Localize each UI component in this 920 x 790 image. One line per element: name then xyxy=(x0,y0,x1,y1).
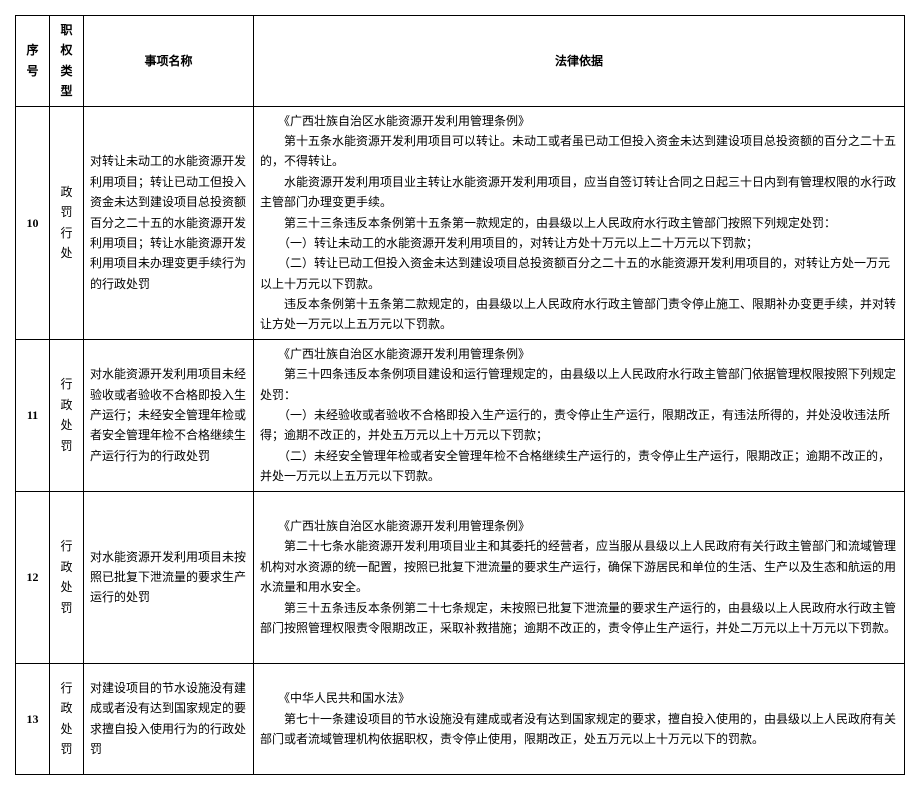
row-type: 行政处罚 xyxy=(50,491,84,663)
row-type: 行政处罚 xyxy=(50,663,84,774)
col-name-header: 事项名称 xyxy=(84,16,254,107)
table-row: 10政罚行处对转让未动工的水能资源开发利用项目；转让已动工但投入资金未达到建设项… xyxy=(16,106,905,339)
row-name: 对水能资源开发利用项目未按照已批复下泄流量的要求生产运行的处罚 xyxy=(84,491,254,663)
basis-line: （一）转让未动工的水能资源开发利用项目的，对转让方处十万元以上二十万元以下罚款； xyxy=(260,233,898,253)
row-type: 行政处罚 xyxy=(50,339,84,491)
row-type: 政罚行处 xyxy=(50,106,84,339)
basis-line: 第十五条水能资源开发利用项目可以转让。未动工或者虽已动工但投入资金未达到建设项目… xyxy=(260,131,898,172)
basis-line xyxy=(260,668,898,688)
table-row: 13行政处罚对建设项目的节水设施没有建成或者没有达到国家规定的要求擅自投入使用行… xyxy=(16,663,905,774)
basis-line xyxy=(260,749,898,769)
row-basis: 《中华人民共和国水法》 第七十一条建设项目的节水设施没有建成或者没有达到国家规定… xyxy=(254,663,905,774)
row-name: 对转让未动工的水能资源开发利用项目；转让已动工但投入资金未达到建设项目总投资额百… xyxy=(84,106,254,339)
table-row: 12行政处罚对水能资源开发利用项目未按照已批复下泄流量的要求生产运行的处罚 《广… xyxy=(16,491,905,663)
basis-line: 第七十一条建设项目的节水设施没有建成或者没有达到国家规定的要求，擅自投入使用的，… xyxy=(260,709,898,750)
row-basis: 《广西壮族自治区水能资源开发利用管理条例》 第十五条水能资源开发利用项目可以转让… xyxy=(254,106,905,339)
row-index: 11 xyxy=(16,339,50,491)
basis-line: 《广西壮族自治区水能资源开发利用管理条例》 xyxy=(260,344,898,364)
basis-line: 违反本条例第十五条第二款规定的，由县级以上人民政府水行政主管部门责令停止施工、限… xyxy=(260,294,898,335)
basis-line: 《中华人民共和国水法》 xyxy=(260,688,898,708)
basis-line: （一）未经验收或者验收不合格即投入生产运行的，责令停止生产运行，限期改正，有违法… xyxy=(260,405,898,446)
header-row: 序号 职权类型 事项名称 法律依据 xyxy=(16,16,905,107)
row-name: 对建设项目的节水设施没有建成或者没有达到国家规定的要求擅自投入使用行为的行政处罚 xyxy=(84,663,254,774)
basis-line: （二）未经安全管理年检或者安全管理年检不合格继续生产运行的，责令停止生产运行，限… xyxy=(260,446,898,487)
basis-line xyxy=(260,496,898,516)
row-index: 13 xyxy=(16,663,50,774)
basis-line: （二）转让已动工但投入资金未达到建设项目总投资额百分之二十五的水能资源开发利用项… xyxy=(260,253,898,294)
col-idx-header: 序号 xyxy=(16,16,50,107)
basis-line xyxy=(260,638,898,658)
col-basis-header: 法律依据 xyxy=(254,16,905,107)
basis-line: 水能资源开发利用项目业主转让水能资源开发利用项目，应当自签订转让合同之日起三十日… xyxy=(260,172,898,213)
row-basis: 《广西壮族自治区水能资源开发利用管理条例》 第二十七条水能资源开发利用项目业主和… xyxy=(254,491,905,663)
row-basis: 《广西壮族自治区水能资源开发利用管理条例》 第三十四条违反本条例项目建设和运行管… xyxy=(254,339,905,491)
basis-line: 第三十四条违反本条例项目建设和运行管理规定的，由县级以上人民政府水行政主管部门依… xyxy=(260,364,898,405)
row-index: 12 xyxy=(16,491,50,663)
row-index: 10 xyxy=(16,106,50,339)
basis-line: 第二十七条水能资源开发利用项目业主和其委托的经营者，应当服从县级以上人民政府有关… xyxy=(260,536,898,597)
table-row: 11行政处罚对水能资源开发利用项目未经验收或者验收不合格即投入生产运行；未经安全… xyxy=(16,339,905,491)
basis-line: 《广西壮族自治区水能资源开发利用管理条例》 xyxy=(260,516,898,536)
row-name: 对水能资源开发利用项目未经验收或者验收不合格即投入生产运行；未经安全管理年检或者… xyxy=(84,339,254,491)
regulation-table: 序号 职权类型 事项名称 法律依据 10政罚行处对转让未动工的水能资源开发利用项… xyxy=(15,15,905,775)
basis-line: 第三十三条违反本条例第十五条第一款规定的，由县级以上人民政府水行政主管部门按照下… xyxy=(260,213,898,233)
col-type-header: 职权类型 xyxy=(50,16,84,107)
basis-line: 第三十五条违反本条例第二十七条规定，未按照已批复下泄流量的要求生产运行的，由县级… xyxy=(260,598,898,639)
basis-line: 《广西壮族自治区水能资源开发利用管理条例》 xyxy=(260,111,898,131)
